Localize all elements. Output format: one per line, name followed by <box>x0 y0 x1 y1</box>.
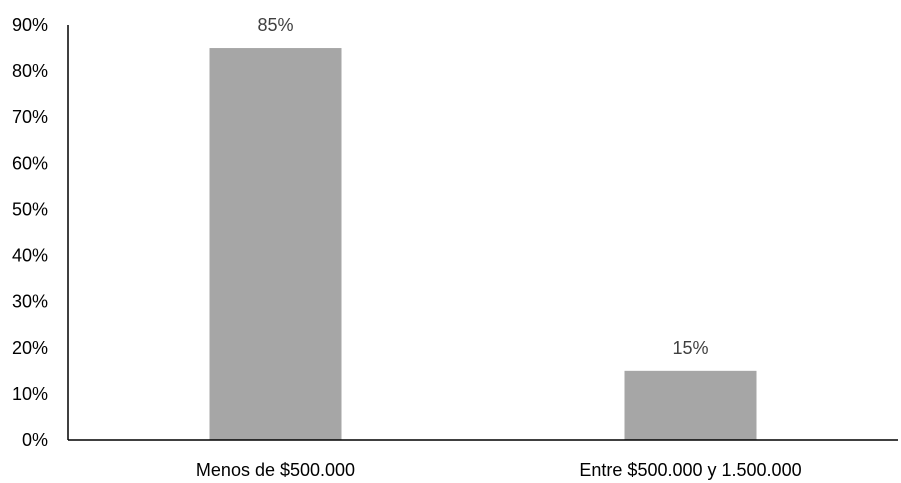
y-axis-ticks: 0% 10% 20% 30% 40% 50% 60% 70% 80% 90% <box>12 15 48 450</box>
y-tick-label: 70% <box>12 107 48 127</box>
bars <box>209 48 757 441</box>
y-tick-label: 0% <box>22 430 48 450</box>
y-tick-label: 20% <box>12 338 48 358</box>
y-tick-label: 30% <box>12 292 48 312</box>
category-label: Menos de $500.000 <box>196 460 355 480</box>
y-tick-label: 80% <box>12 61 48 81</box>
y-tick-label: 50% <box>12 199 48 219</box>
y-tick-label: 40% <box>12 246 48 266</box>
y-tick-label: 90% <box>12 15 48 35</box>
y-tick-label: 10% <box>12 384 48 404</box>
data-labels: 85% 15% <box>257 15 708 358</box>
bar-data-label: 15% <box>672 338 708 358</box>
x-axis-labels: Menos de $500.000 Entre $500.000 y 1.500.… <box>196 460 802 480</box>
bar <box>209 48 342 441</box>
bar-data-label: 85% <box>257 15 293 35</box>
category-label: Entre $500.000 y 1.500.000 <box>579 460 801 480</box>
bar <box>624 370 757 440</box>
y-tick-label: 60% <box>12 153 48 173</box>
